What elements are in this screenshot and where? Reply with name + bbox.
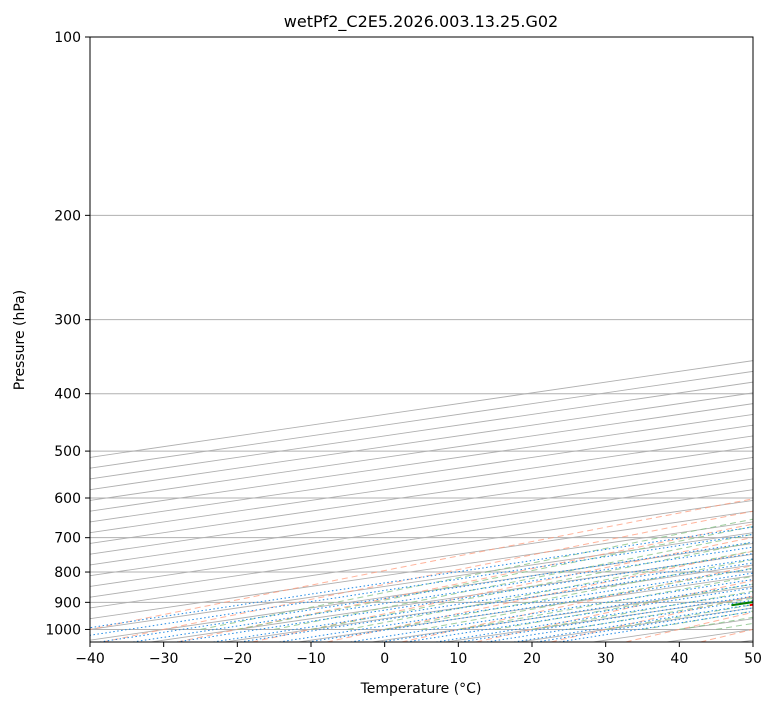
moist-adiabat <box>458 575 753 630</box>
mixing-ratio-line <box>99 541 753 642</box>
y-tick-label: 700 <box>54 531 81 547</box>
plot-frame <box>89 36 754 643</box>
isotherm-line <box>90 360 753 458</box>
isotherm-line <box>90 478 753 577</box>
isotherm-line <box>90 510 753 609</box>
isotherm-line <box>740 639 753 642</box>
moist-adiabat <box>384 559 753 630</box>
x-tick-label: −30 <box>149 651 179 667</box>
dry-adiabat <box>90 498 753 630</box>
isotherm-line <box>90 456 753 555</box>
x-axis-label: Temperature (°C) <box>360 681 482 697</box>
isotherm-line <box>151 553 753 642</box>
mixing-ratio-line <box>90 533 753 636</box>
isotherm-line <box>90 413 753 512</box>
isotherm-line <box>90 370 753 469</box>
background-lines <box>90 37 753 642</box>
moist-adiabat <box>200 518 753 630</box>
axis-ticks: −40 −30 −20 −10 0 10 20 30 40 50 100 200 300 400 500 60… <box>45 30 762 667</box>
isotherm-line <box>90 424 753 523</box>
isotherm-line <box>445 596 753 642</box>
chart-title: wetPf2_C2E5.2026.003.13.25.G02 <box>284 12 558 32</box>
x-tick-label: −40 <box>75 651 105 667</box>
isotherm-line <box>90 446 753 544</box>
moist-adiabat <box>531 590 753 630</box>
moist-adiabat <box>237 525 753 630</box>
isotherm-line <box>90 435 753 534</box>
mixing-ratio-line <box>350 578 753 642</box>
mixing-ratio-line <box>90 526 753 629</box>
y-tick-label: 200 <box>54 208 81 224</box>
x-tick-label: 20 <box>523 651 541 667</box>
y-tick-label: 800 <box>54 565 81 581</box>
y-tick-label: 900 <box>54 595 81 611</box>
x-tick-label: 40 <box>670 651 688 667</box>
y-tick-label: 400 <box>54 387 81 403</box>
dry-adiabat <box>700 628 753 642</box>
moist-adiabat <box>605 604 753 630</box>
isotherm-line <box>90 489 753 587</box>
moist-adiabat <box>679 616 753 630</box>
y-tick-label: 100 <box>54 30 81 46</box>
mixing-ratio-line <box>436 591 753 642</box>
y-axis-label: Pressure (hPa) <box>12 290 28 390</box>
isotherm-line <box>298 575 753 642</box>
mixing-ratio-line <box>381 583 753 642</box>
x-tick-label: −10 <box>296 651 326 667</box>
isotherm-line <box>90 521 753 620</box>
x-tick-label: 30 <box>597 651 615 667</box>
isotherm-line <box>372 585 753 642</box>
moist-adiabat <box>642 610 753 630</box>
x-tick-label: 50 <box>744 651 762 667</box>
dry-adiabat <box>401 565 753 642</box>
isotherm-line <box>90 499 753 598</box>
y-tick-label: 1000 <box>45 622 81 638</box>
x-tick-label: −20 <box>223 651 253 667</box>
mixing-ratio-line <box>559 610 753 642</box>
moist-adiabat <box>495 583 753 630</box>
y-tick-label: 500 <box>54 444 81 460</box>
mixing-ratio-line <box>240 562 753 642</box>
isotherm-line <box>90 403 753 501</box>
isotherm-line <box>224 564 753 642</box>
dry-adiabat <box>550 595 753 642</box>
moist-adiabat <box>716 622 753 630</box>
isotherm-line <box>90 467 753 566</box>
dry-adiabat <box>102 510 753 642</box>
x-tick-label: 10 <box>449 651 467 667</box>
isotherm-line <box>519 607 753 642</box>
isotherm-line <box>90 392 753 491</box>
y-tick-label: 600 <box>54 491 81 507</box>
y-tick-label: 300 <box>54 313 81 329</box>
mixing-ratio-line <box>176 553 753 642</box>
mixing-ratio-line <box>132 546 753 642</box>
moist-adiabat <box>421 567 753 630</box>
x-tick-label: 0 <box>380 651 389 667</box>
moist-adiabat <box>310 541 753 630</box>
isotherm-line <box>90 381 753 480</box>
isotherm-line <box>90 532 753 630</box>
mixing-ratio-line <box>406 587 753 642</box>
temperature-profile-line <box>749 603 753 607</box>
